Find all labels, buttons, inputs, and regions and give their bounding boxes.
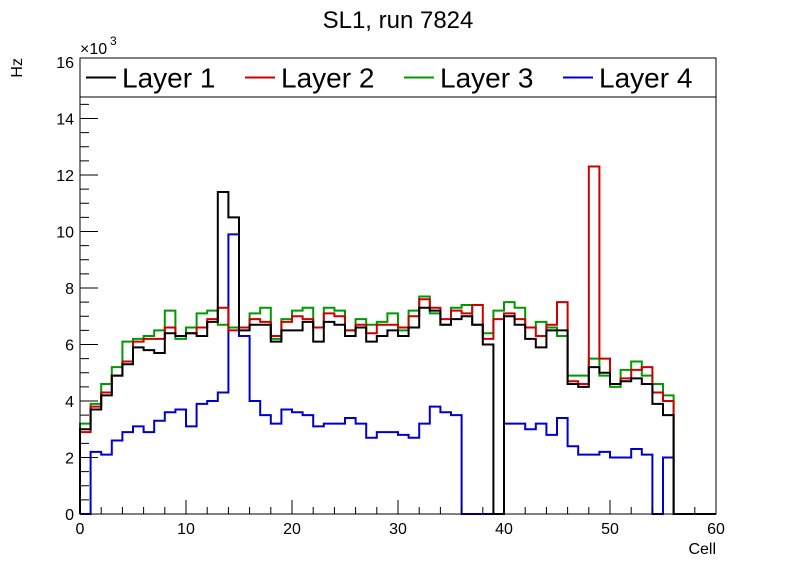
axes: 0 10 20 30 40 50 60 0 2 4 6 8 10 12 14 16 [56, 55, 725, 538]
x-tick-label: 20 [283, 521, 301, 538]
y-tick-label: 8 [65, 281, 74, 298]
x-tick-label: 50 [601, 521, 619, 538]
y-tick-label: 14 [56, 112, 74, 129]
x-tick-label: 60 [707, 521, 725, 538]
y-tick-label: 6 [65, 338, 74, 355]
y-multiplier-base: ×10 [80, 41, 107, 58]
chart-title: SL1, run 7824 [323, 7, 474, 34]
y-tick-label: 0 [65, 507, 74, 524]
series-line-layer-3 [79, 295, 716, 515]
legend-box [79, 57, 717, 98]
legend-label-layer-3: Layer 3 [440, 63, 533, 94]
y-tick-label: 2 [65, 451, 74, 468]
legend-label-layer-4: Layer 4 [599, 63, 692, 94]
y-tick-label: 12 [56, 168, 74, 185]
series-line-layer-4 [80, 233, 716, 515]
series-line-layer-1 [79, 190, 716, 515]
y-tick-label: 16 [56, 55, 74, 72]
x-tick-label: 40 [495, 521, 513, 538]
legend-label-layer-2: Layer 2 [281, 63, 374, 94]
y-multiplier: ×10 3 [80, 34, 117, 58]
x-tick-label: 30 [389, 521, 407, 538]
plot-area [79, 165, 716, 515]
legend-label-layer-1: Layer 1 [122, 63, 215, 94]
y-multiplier-exponent: 3 [110, 34, 117, 48]
y-tick-label: 10 [56, 225, 74, 242]
y-axis-label: Hz [9, 58, 26, 78]
x-tick-label: 10 [177, 521, 195, 538]
x-tick-label: 0 [76, 521, 85, 538]
y-tick-label: 4 [65, 394, 74, 411]
x-axis-label: Cell [688, 541, 716, 558]
legend: Layer 1 Layer 2 Layer 3 Layer 4 [79, 57, 717, 98]
